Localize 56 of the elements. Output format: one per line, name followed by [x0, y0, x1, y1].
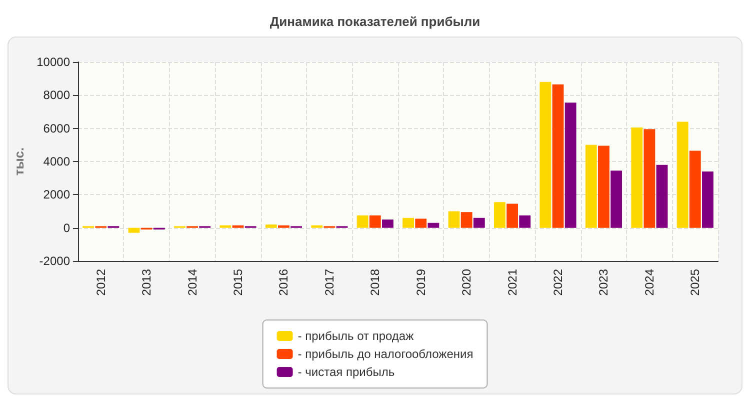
y-tick-label: 8000 — [43, 88, 70, 102]
legend-label: - прибыль от продаж — [298, 329, 414, 343]
bar — [128, 228, 140, 233]
bar — [382, 220, 394, 228]
x-tick-label: 2021 — [505, 268, 520, 296]
bar — [356, 215, 368, 228]
bar — [689, 150, 701, 228]
x-tick-label: 2020 — [460, 268, 474, 296]
x-tick-label: 2022 — [551, 268, 565, 296]
chart-title: Динамика показателей прибыли — [270, 14, 480, 29]
bar — [610, 170, 622, 228]
legend-label: - прибыль до налогообложения — [298, 347, 474, 361]
bar — [220, 225, 232, 228]
x-tick-label: 2013 — [140, 268, 154, 296]
legend-label: - чистая прибыль — [298, 365, 395, 379]
y-axis-title: тыс. — [12, 147, 27, 176]
bar — [702, 171, 714, 228]
x-tick-label: 2016 — [276, 268, 291, 296]
x-tick-label: 2012 — [94, 268, 108, 296]
bar — [311, 225, 323, 228]
bar — [644, 129, 656, 228]
bar — [540, 82, 552, 228]
y-tick-label: 6000 — [43, 121, 70, 136]
bar — [278, 225, 290, 228]
y-tick-label: -2000 — [39, 254, 70, 268]
bar — [585, 144, 597, 228]
bar — [265, 224, 277, 228]
x-tick-label: 2018 — [368, 268, 382, 296]
bar — [564, 102, 576, 228]
y-tick-label: 2000 — [43, 188, 70, 202]
bar — [506, 204, 518, 228]
bar — [473, 218, 485, 228]
bar — [415, 218, 427, 228]
y-tick-label: 0 — [63, 220, 70, 235]
x-tick-label: 2014 — [185, 268, 200, 296]
bar — [448, 211, 460, 228]
y-tick-label: 4000 — [43, 154, 70, 168]
y-tick-label: 10000 — [36, 55, 70, 69]
bar — [428, 222, 440, 228]
x-tick-label: 2017 — [322, 268, 336, 296]
x-tick-label: 2024 — [642, 268, 656, 296]
bar — [552, 84, 564, 228]
bar — [656, 164, 668, 228]
bar — [519, 215, 531, 228]
bar — [369, 215, 381, 228]
bar — [631, 128, 643, 228]
bar — [460, 212, 472, 228]
x-tick-label: 2023 — [596, 268, 611, 296]
x-tick-label: 2015 — [231, 268, 245, 296]
bar — [402, 218, 414, 228]
x-tick-label: 2025 — [688, 268, 702, 296]
bar — [598, 146, 610, 228]
bar — [232, 225, 244, 228]
x-tick-label: 2019 — [414, 268, 428, 296]
bar — [676, 122, 688, 228]
bar — [494, 202, 506, 228]
